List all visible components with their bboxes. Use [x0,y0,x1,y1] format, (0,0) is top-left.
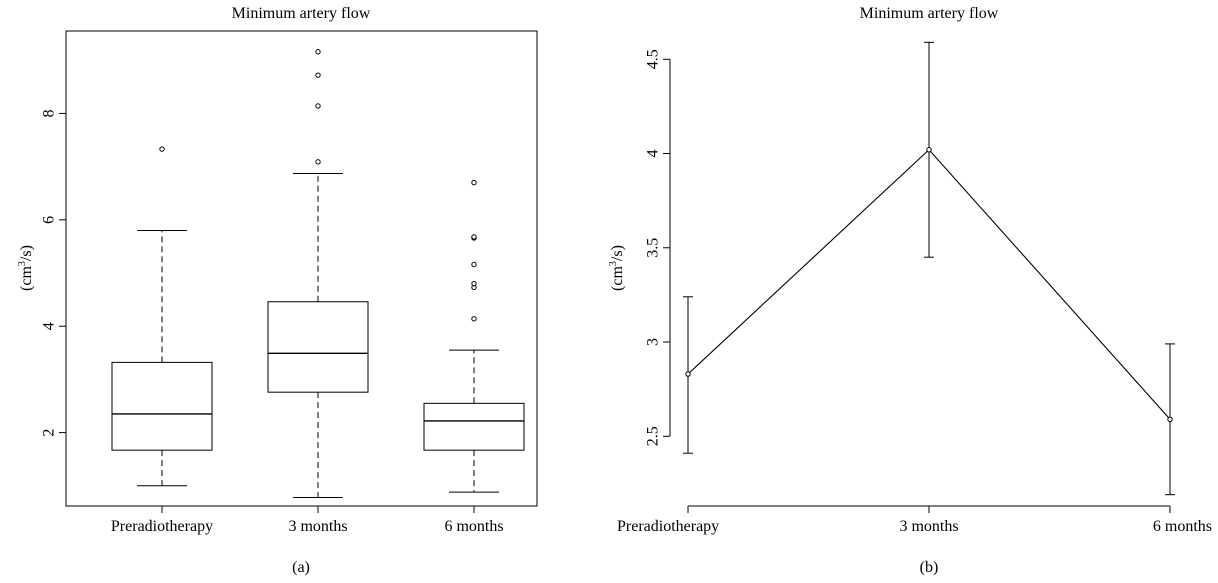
x-tick-label: 3 months [899,518,958,535]
panel-b-caption: (b) [920,559,939,576]
y-tick-label: 8 [41,109,58,117]
y-tick-label: 3 [645,338,662,346]
y-tick-label: 4 [41,322,58,330]
x-tick-label: Preradiotherapy [111,518,213,535]
box-1 [111,146,213,487]
x-tick-label: Preradiotherapy [617,518,719,535]
y-tick-label: 2 [41,429,58,437]
box-iqr [423,402,525,451]
panel-a-title: Minimum artery flow [232,5,371,22]
panel-b-line-chart: Minimum artery flow (cm3/s) 2.533.544.5 … [608,5,1212,576]
data-point [1167,416,1173,422]
box-iqr [267,301,369,393]
outlier-point [315,72,321,78]
panel-a-y-axis-label: (cm3/s) [17,245,35,291]
panel-b-x-axis: Preradiotherapy 3 months 6 months [617,505,1212,535]
panel-b-series [685,147,1173,422]
panel-b-error-bars [683,41,1175,496]
outlier-point [471,234,477,240]
outlier-point [315,103,321,109]
panel-a-plot-frame [65,30,538,507]
x-tick-label: 6 months [444,518,503,535]
outlier-point [471,280,477,287]
outlier-point [315,49,321,55]
outlier-point [471,261,477,268]
panel-a-x-axis: Preradiotherapy 3 months 6 months [111,506,504,535]
y-tick-label: 4.5 [645,49,662,69]
panel-b-title: Minimum artery flow [860,5,999,22]
box-2 [267,49,369,498]
outlier-point [159,146,165,152]
x-tick-label: 3 months [288,518,347,535]
panel-a-boxplot: Minimum artery flow (cm3/s) 2 4 6 8 Preradi… [17,5,538,576]
data-point [685,371,691,377]
outlier-point [471,179,477,186]
data-point [926,147,932,153]
outlier-point [471,316,477,322]
y-tick-label: 3.5 [645,238,662,258]
panel-b-y-axis: 2.5 3 3.5 4 4.5 [645,49,671,446]
y-tick-label: 6 [41,216,58,224]
box-iqr [111,361,213,451]
x-tick-label: 6 months [1153,518,1212,535]
panel-b-y-axis-label: (cm3/s) [608,245,626,291]
y-tick-label: 4 [645,150,662,158]
y-tick-label: 2.5 [645,426,662,446]
box-3 [423,179,525,493]
panel-a-caption: (a) [292,559,310,576]
panel-a-y-axis: 2 4 6 8 [41,109,66,437]
panel-a-boxes [111,49,525,498]
outlier-point [315,159,321,165]
